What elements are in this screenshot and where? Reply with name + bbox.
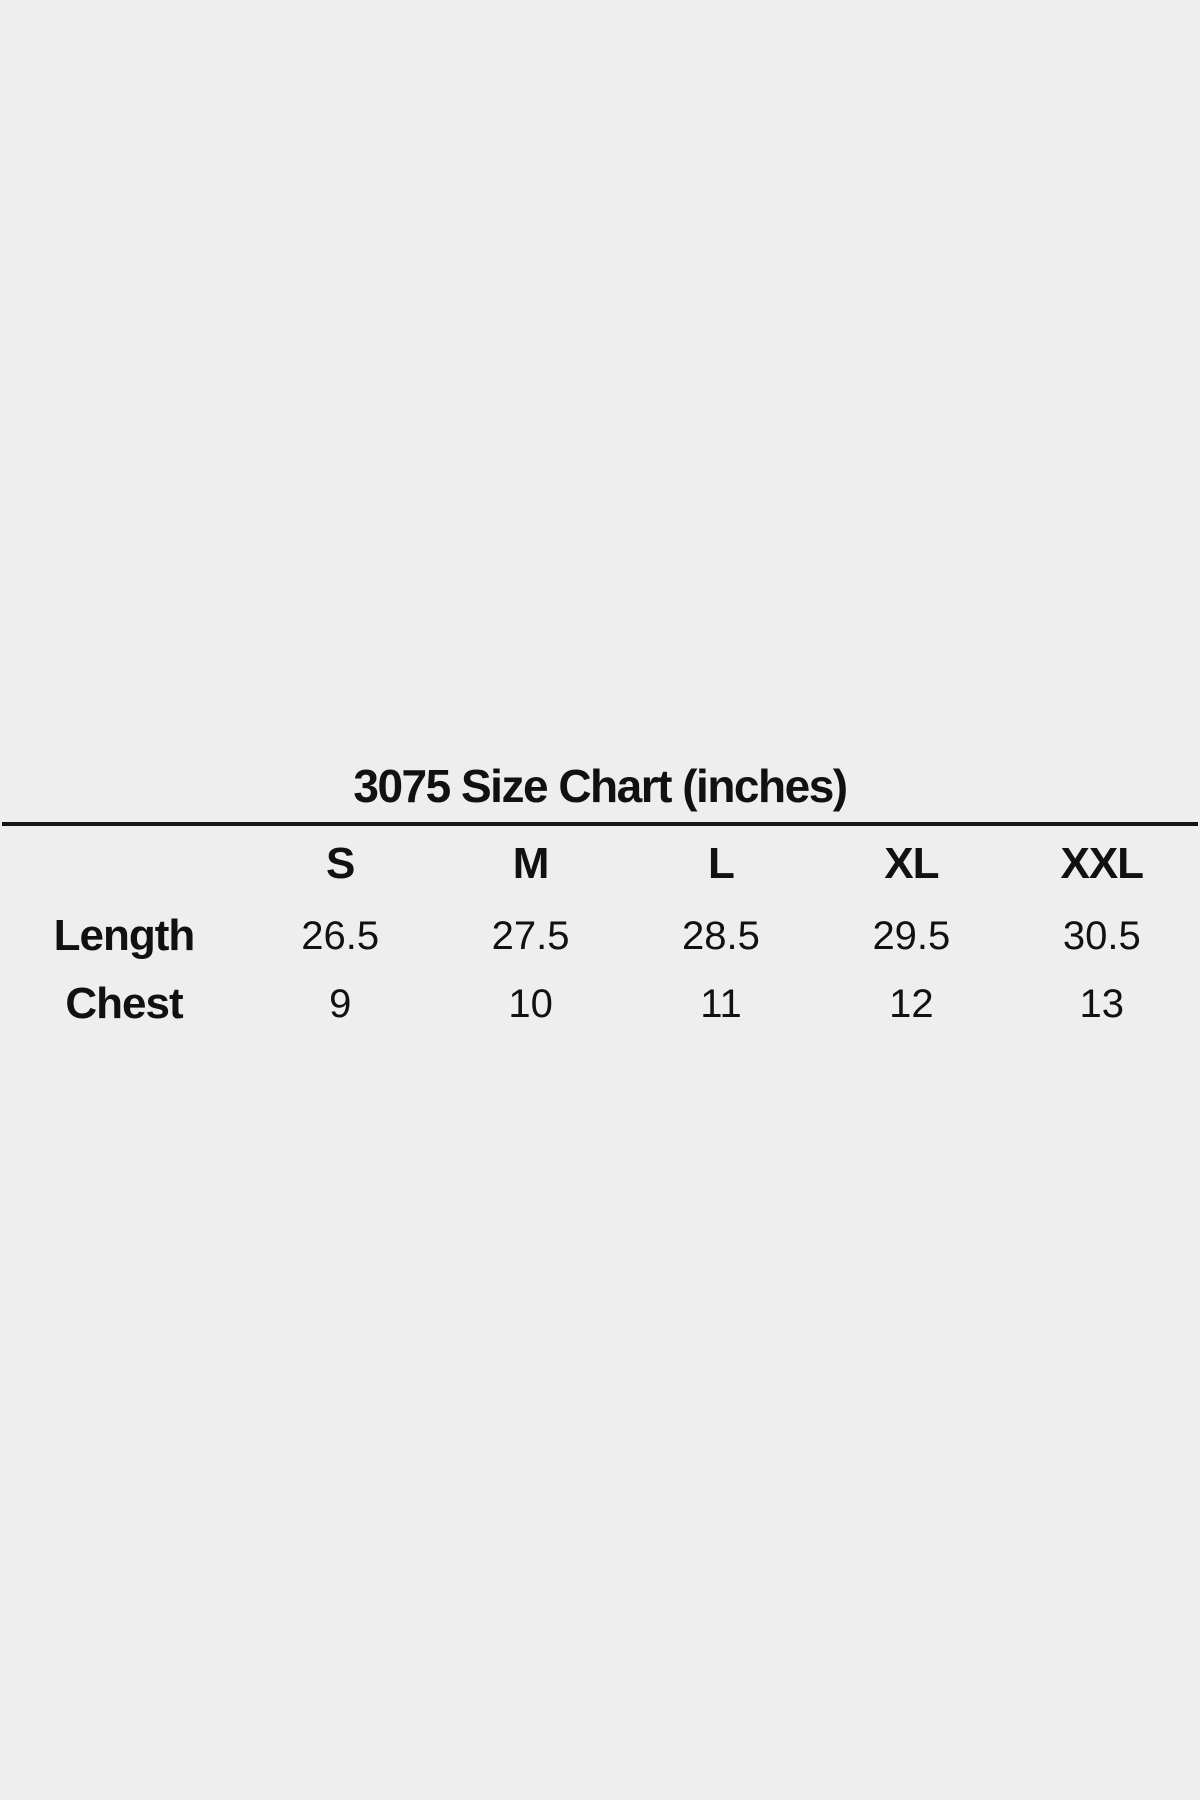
table-row-chest: Chest 9 10 11 12 13 xyxy=(3,970,1197,1038)
row-label-chest: Chest xyxy=(65,979,183,1028)
chest-value-xl: 12 xyxy=(889,981,934,1026)
size-chart-table: S M L XL XXL Length 26.5 27.5 28.5 29.5 … xyxy=(3,826,1197,1038)
header-row: S M L XL XXL xyxy=(3,826,1197,902)
length-value-m: 27.5 xyxy=(491,913,570,958)
table-row-length: Length 26.5 27.5 28.5 29.5 30.5 xyxy=(3,902,1197,970)
length-value-xxl: 30.5 xyxy=(1062,913,1141,958)
title-divider xyxy=(2,822,1198,826)
chest-value-l: 11 xyxy=(700,981,742,1026)
length-value-l: 28.5 xyxy=(682,913,760,958)
chest-value-s: 9 xyxy=(329,981,352,1026)
header-cell-empty xyxy=(3,826,245,902)
header-cell-l: L xyxy=(708,839,735,888)
size-chart-title: 3075 Size Chart (inches) xyxy=(353,760,848,812)
header-cell-m: M xyxy=(512,839,550,888)
chest-value-xxl: 13 xyxy=(1079,981,1125,1026)
header-cell-s: S xyxy=(326,839,355,888)
chest-value-m: 10 xyxy=(508,981,553,1026)
length-value-s: 26.5 xyxy=(301,913,380,958)
length-value-xl: 29.5 xyxy=(872,913,951,958)
header-cell-xl: XL xyxy=(884,839,939,888)
row-label-length: Length xyxy=(53,911,196,960)
header-cell-xxl: XXL xyxy=(1060,839,1144,888)
